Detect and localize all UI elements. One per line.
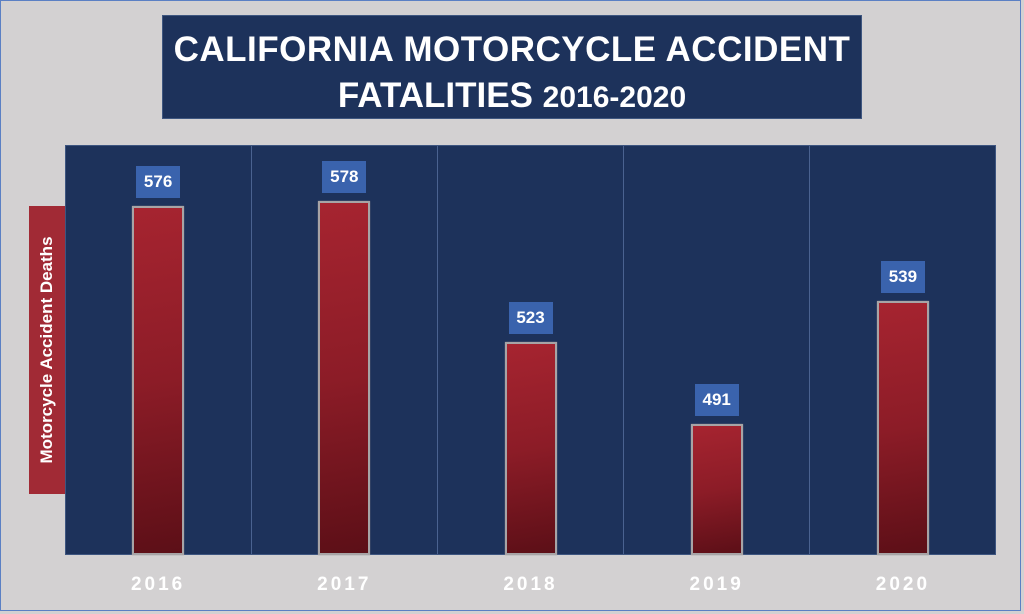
- bar-2019: [690, 424, 743, 555]
- value-label-2020: 539: [880, 261, 925, 294]
- column-divider: [623, 146, 624, 554]
- bar-2018: [504, 342, 557, 555]
- value-label-2016: 576: [136, 166, 181, 199]
- title-line-2: FATALITIES 2016-2020: [163, 76, 861, 116]
- bar-2016: [132, 206, 185, 555]
- bar-2017: [318, 201, 371, 555]
- y-axis-label-box: Motorcycle Accident Deaths: [29, 206, 65, 494]
- title-text: FATALITIES: [337, 76, 533, 115]
- column-divider: [809, 146, 810, 554]
- bar-2020: [876, 301, 929, 555]
- x-label-2019: 2019: [689, 574, 744, 595]
- column-divider: [251, 146, 252, 554]
- x-label-2017: 2017: [317, 574, 372, 595]
- value-label-2018: 523: [508, 302, 553, 335]
- title-years: 2016-2020: [542, 81, 687, 114]
- x-label-2020: 2020: [875, 574, 931, 595]
- x-label-2018: 2018: [503, 574, 558, 595]
- chart-title: CALIFORNIA MOTORCYCLE ACCIDENT FATALITIE…: [162, 15, 862, 119]
- title-line-1: CALIFORNIA MOTORCYCLE ACCIDENT: [173, 30, 851, 69]
- y-axis-label: Motorcycle Accident Deaths: [37, 236, 56, 464]
- value-label-2017: 578: [322, 161, 367, 194]
- value-label-2019: 491: [694, 384, 739, 417]
- x-label-2016: 2016: [130, 574, 186, 595]
- column-divider: [437, 146, 438, 554]
